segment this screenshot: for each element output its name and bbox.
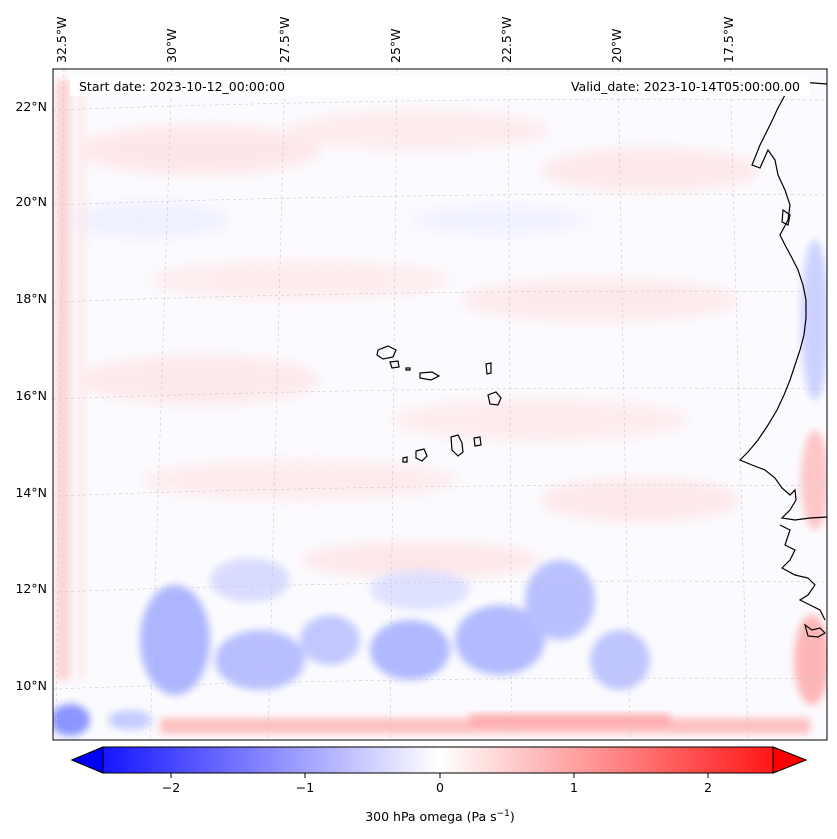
- colorbar-title-main: 300 hPa omega (Pa s: [365, 809, 496, 824]
- lat-label-12n: 12°N: [15, 581, 47, 596]
- map-frame: [52, 68, 828, 741]
- colorbar-tick-neg1: −1: [296, 780, 314, 795]
- lon-label-30w: 30°W: [164, 28, 179, 63]
- start-date-label: Start date: 2023-10-12_00:00:00: [79, 79, 285, 94]
- valid-date-label: Valid_date: 2023-10-14T05:00:00.00: [571, 79, 800, 94]
- lat-label-20n: 20°N: [15, 194, 47, 209]
- lon-label-27-5w: 27.5°W: [277, 17, 292, 63]
- lat-label-14n: 14°N: [15, 485, 47, 500]
- lon-label-22-5w: 22.5°W: [499, 17, 514, 63]
- colorbar-tick-neg2: −2: [162, 780, 180, 795]
- colorbar-tick-1: 1: [570, 780, 578, 795]
- cape-verde-islands: [376, 345, 502, 463]
- lon-label-17-5w: 17.5°W: [721, 17, 736, 63]
- lat-label-18n: 18°N: [15, 291, 47, 306]
- map-panel: Start date: 2023-10-12_00:00:00 Valid_da…: [52, 68, 828, 741]
- gridlines: [53, 69, 827, 740]
- colorbar-title-superscript: −1: [497, 809, 510, 819]
- colorbar-title-suffix: ): [510, 809, 515, 824]
- colorbar-max-extend: [772, 746, 808, 774]
- colorbar-min-extend: [70, 746, 104, 774]
- colorbar-gradient: [70, 746, 808, 774]
- lon-label-32-5w: 32.5°W: [54, 17, 69, 63]
- lon-label-25w: 25°W: [388, 28, 403, 63]
- colorbar-tick-0: 0: [436, 780, 444, 795]
- colorbar-tick-2: 2: [704, 780, 712, 795]
- colorbar-title: 300 hPa omega (Pa s−1): [365, 809, 515, 824]
- lat-label-10n: 10°N: [15, 678, 47, 693]
- colorbar: −2 −1 0 1 2 300 hPa omega (Pa s−1): [70, 746, 808, 824]
- lat-label-22n: 22°N: [15, 99, 47, 114]
- omega-field: [53, 80, 827, 736]
- coastline: [738, 81, 828, 638]
- lon-label-20w: 20°W: [609, 28, 624, 63]
- lat-label-16n: 16°N: [15, 388, 47, 403]
- longitude-labels: 32.5°W 30°W 27.5°W 25°W 22.5°W 20°W 17.5…: [54, 17, 736, 63]
- latitude-labels: 22°N 20°N 18°N 16°N 14°N 12°N 10°N: [15, 99, 47, 693]
- date-box: [70, 76, 810, 96]
